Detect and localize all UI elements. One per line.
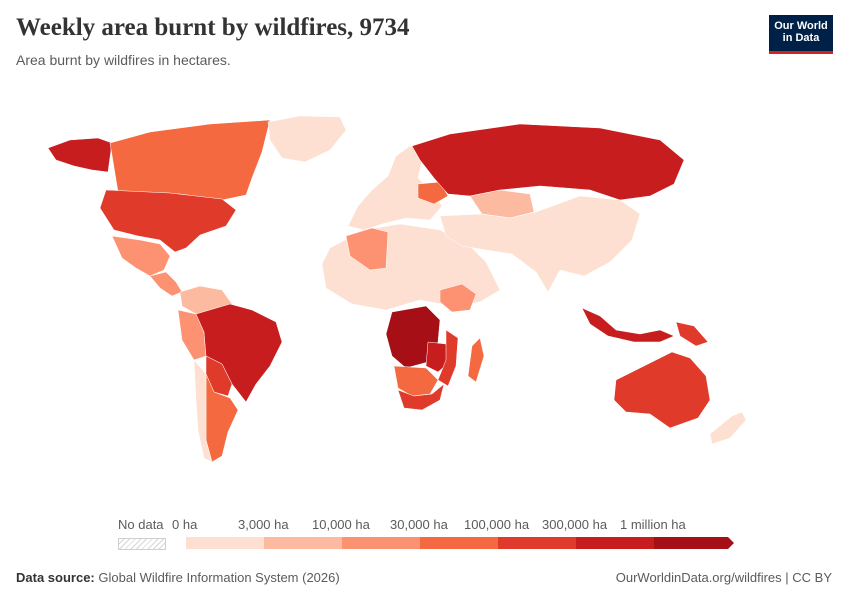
region-south-africa[interactable]: [397, 383, 445, 411]
world-map[interactable]: [0, 95, 850, 505]
owid-logo[interactable]: Our World in Data: [769, 15, 833, 54]
legend-arrow-end: [728, 537, 734, 549]
legend-no-data-swatch: [118, 538, 166, 550]
region-russia[interactable]: [411, 123, 685, 201]
region-canada[interactable]: [109, 119, 271, 201]
region-australia[interactable]: [613, 351, 711, 429]
data-source-label: Data source:: [16, 570, 95, 585]
data-source: Data source: Global Wildfire Information…: [16, 570, 340, 585]
region-greenland[interactable]: [267, 115, 347, 163]
legend-swatch-2: [342, 537, 420, 549]
legend-swatch-0: [186, 537, 264, 549]
region-central-america[interactable]: [149, 271, 183, 297]
legend-label-6: 1 million ha: [620, 517, 686, 532]
chart-title: Weekly area burnt by wildfires, 9734: [16, 14, 410, 41]
legend-label-2: 10,000 ha: [312, 517, 370, 532]
legend-label-1: 3,000 ha: [238, 517, 289, 532]
region-mexico[interactable]: [111, 235, 171, 277]
legend-swatch-5: [576, 537, 654, 549]
region-ethiopia[interactable]: [439, 283, 477, 313]
region-china-south-asia[interactable]: [439, 195, 641, 293]
legend-label-4: 100,000 ha: [464, 517, 530, 532]
region-ukraine[interactable]: [417, 181, 449, 205]
region-kazakhstan[interactable]: [469, 189, 535, 219]
chart-subtitle: Area burnt by wildfires in hectares.: [16, 52, 231, 68]
region-madagascar[interactable]: [467, 337, 485, 383]
region-mozambique[interactable]: [437, 329, 459, 387]
legend-label-3: 30,000 ha: [390, 517, 448, 532]
source-url-link[interactable]: OurWorldinData.org/wildfires | CC BY: [615, 570, 832, 585]
legend-no-data-label: No data: [118, 517, 164, 532]
logo-line-1: Our World: [774, 20, 828, 32]
legend-color-scale: [186, 537, 734, 549]
region-papua-new-guinea[interactable]: [675, 321, 709, 347]
legend-label-0: 0 ha: [172, 517, 198, 532]
data-source-text: Global Wildfire Information System (2026…: [98, 570, 340, 585]
region-chile[interactable]: [193, 359, 213, 463]
region-indonesia[interactable]: [581, 307, 675, 343]
region-algeria[interactable]: [345, 227, 389, 271]
legend-label-5: 300,000 ha: [542, 517, 608, 532]
legend-swatch-3: [420, 537, 498, 549]
region-europe[interactable]: [347, 145, 443, 231]
legend-swatch-4: [498, 537, 576, 549]
legend-swatch-1: [264, 537, 342, 549]
region-new-zealand[interactable]: [709, 411, 747, 445]
region-united-states[interactable]: [99, 189, 237, 253]
logo-line-2: in Data: [782, 32, 820, 44]
region-alaska[interactable]: [47, 137, 113, 173]
legend-swatch-6: [654, 537, 728, 549]
